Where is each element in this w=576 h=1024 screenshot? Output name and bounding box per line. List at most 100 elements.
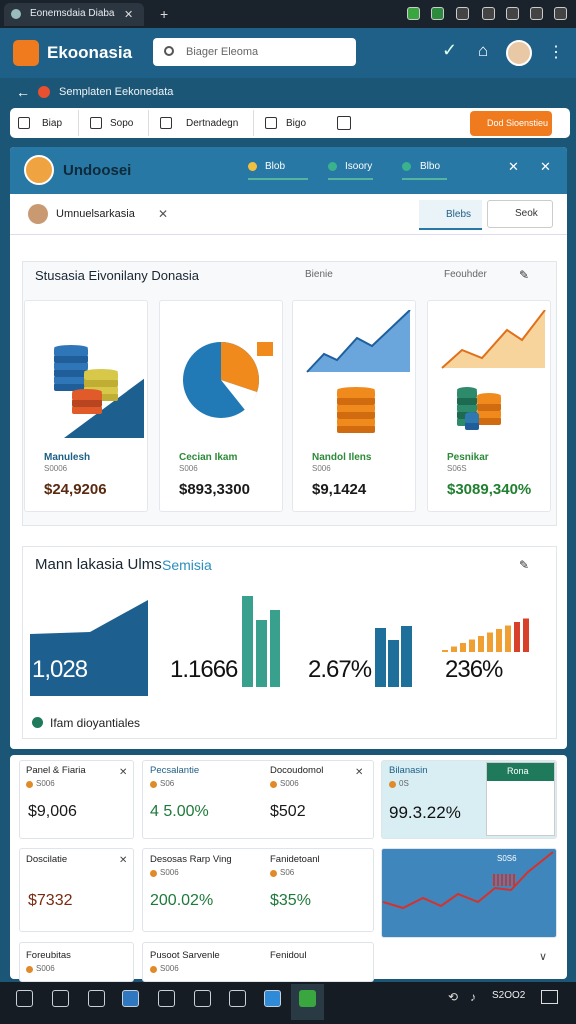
text: Cecian Ikam [179, 452, 238, 463]
text: S06 [160, 779, 175, 788]
separator [10, 234, 567, 235]
tab-underline [248, 178, 308, 180]
coin-top [457, 387, 477, 393]
text: Eonemsdaia Diaba [30, 8, 115, 19]
taskbar-icon[interactable] [158, 990, 175, 1007]
illustration [242, 596, 280, 687]
tile-close[interactable]: ✕ [355, 767, 364, 778]
text[interactable]: Blbo [420, 161, 441, 172]
taskbar-icon[interactable] [16, 990, 33, 1007]
toolbar-icon[interactable] [18, 117, 30, 129]
toolbar-icon[interactable] [337, 116, 351, 130]
notify-icon[interactable] [541, 990, 558, 1004]
bar-shape [451, 646, 457, 652]
back[interactable]: ← [16, 84, 30, 100]
menu-icon[interactable]: ⋮ [548, 44, 564, 61]
coin [337, 425, 375, 433]
tile-close[interactable]: ✕ [119, 767, 128, 778]
taskbar-icon[interactable] [229, 990, 246, 1007]
toolbar-icon[interactable] [265, 117, 277, 129]
illustration [183, 342, 273, 418]
ext-icon[interactable] [482, 7, 495, 20]
tab-icon [328, 162, 337, 171]
settings-icon[interactable]: ⌂ [478, 41, 489, 60]
coin [337, 397, 375, 405]
avatar[interactable] [506, 40, 532, 66]
user-close[interactable]: ✕ [158, 207, 169, 221]
tab[interactable] [4, 3, 144, 26]
trend-line [383, 851, 554, 910]
panel-logo [24, 155, 54, 185]
text: 236% [445, 656, 503, 683]
tray-icon[interactable]: ⟲ [448, 990, 459, 1004]
search[interactable] [153, 38, 356, 66]
tab-underline [328, 178, 373, 180]
tile [19, 942, 134, 982]
tile [142, 942, 374, 982]
coin [477, 410, 501, 418]
text[interactable]: Isoory [345, 161, 373, 172]
text: S006 [36, 964, 55, 973]
coin [72, 406, 102, 414]
taskbar-icon[interactable] [194, 990, 211, 1007]
text: Fanidetoanl [270, 854, 320, 865]
illustration [306, 310, 411, 433]
primary-button[interactable] [470, 111, 552, 136]
tile [381, 848, 557, 938]
bar-shape [496, 629, 502, 652]
ext-icon[interactable] [506, 7, 519, 20]
panel-collapse[interactable]: ✕ [540, 159, 551, 174]
edit-icon[interactable]: ✎ [519, 268, 530, 282]
tray-icon[interactable]: ♪ [470, 990, 476, 1004]
taskbar-icon[interactable] [122, 990, 139, 1007]
text: Panel & Fiaria [26, 765, 86, 776]
text: Semplaten Eekonedata [59, 86, 174, 98]
tile-close[interactable]: ✕ [119, 855, 128, 866]
text[interactable]: Blob [265, 161, 286, 172]
text: Ekoonasia [47, 43, 133, 62]
search-icon [164, 46, 174, 56]
check-icon[interactable]: ✓ [442, 40, 458, 60]
text: 99.3.22% [389, 803, 461, 822]
text[interactable]: Dertnadegn [186, 118, 239, 129]
text: S0006 [44, 464, 68, 473]
ext-icon[interactable] [407, 7, 420, 20]
ext-icon[interactable] [431, 7, 444, 20]
text[interactable]: Bigo [286, 118, 307, 129]
sub-icon [270, 870, 277, 877]
text: Mann lakasia Ulms [35, 556, 162, 573]
edit-icon[interactable]: ✎ [519, 558, 530, 572]
toolbar-icon[interactable] [90, 117, 102, 129]
action-button[interactable] [419, 200, 482, 230]
action-button[interactable] [487, 200, 553, 228]
taskbar-icon[interactable] [88, 990, 105, 1007]
bar-shape [375, 628, 386, 687]
toolbar-icon[interactable] [160, 117, 172, 129]
shape [306, 310, 411, 373]
text[interactable]: Biap [42, 118, 63, 129]
scroll-down[interactable]: ∨ [539, 951, 548, 963]
taskbar-icon[interactable] [52, 990, 69, 1007]
coin [72, 399, 102, 407]
text: Seok [515, 208, 538, 219]
divider [148, 110, 149, 136]
ext-icon[interactable] [530, 7, 543, 20]
text[interactable]: Sopo [110, 118, 134, 129]
bar-shape [469, 639, 475, 652]
ext-icon[interactable] [456, 7, 469, 20]
panel-close[interactable]: ✕ [508, 159, 519, 174]
bar-shape [256, 620, 267, 687]
shape [442, 310, 545, 368]
tab-close[interactable]: ✕ [124, 9, 134, 21]
coin [457, 397, 477, 405]
shape [30, 600, 148, 696]
taskbar-icon[interactable] [264, 990, 281, 1007]
panel-header [10, 147, 567, 194]
illustration [375, 626, 412, 687]
new-tab[interactable]: + [160, 6, 169, 22]
tab-icon [248, 162, 257, 171]
taskbar-icon[interactable] [299, 990, 316, 1007]
text: Undoosei [63, 162, 132, 179]
ext-icon[interactable] [554, 7, 567, 20]
text: Umnuelsarkasia [56, 208, 135, 220]
